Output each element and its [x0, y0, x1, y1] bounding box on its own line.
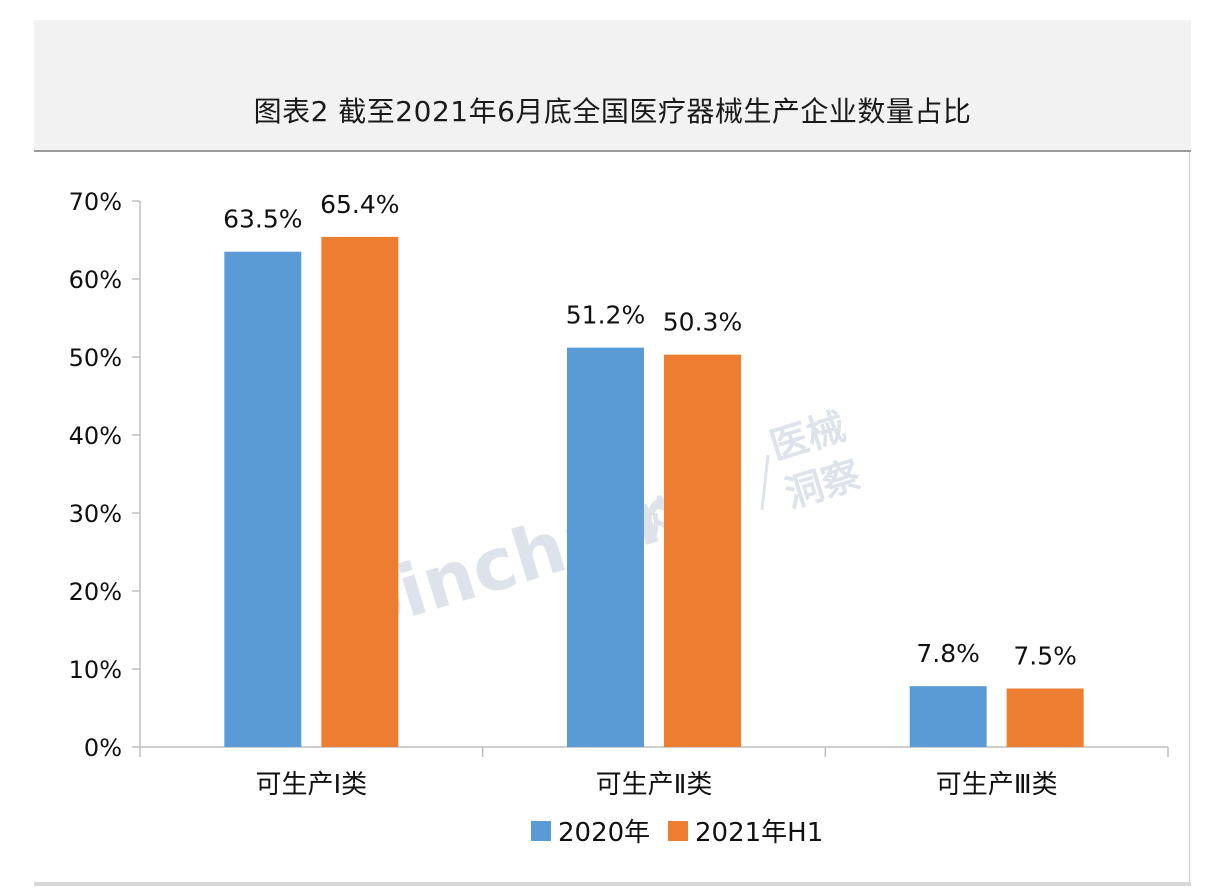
- data-label: 7.8%: [916, 639, 980, 668]
- bar: [567, 347, 644, 747]
- watermark-divider: [760, 454, 770, 511]
- y-tick-label: 0%: [84, 734, 122, 762]
- legend-label: 2020年: [558, 818, 650, 848]
- bar: [664, 354, 741, 747]
- y-tick-label: 30%: [69, 500, 122, 528]
- data-label: 65.4%: [320, 190, 399, 219]
- chart-title: 图表2 截至2021年6月底全国医疗器械生产企业数量占比: [253, 95, 972, 128]
- y-tick-label: 40%: [69, 422, 122, 450]
- legend-swatch: [668, 821, 688, 841]
- bottom-rule: [34, 882, 1191, 886]
- axes: 0% 10% 20% 30% 40% 50% 60% 70% 可生产Ⅰ类 可生产Ⅱ类 可生产Ⅲ类: [69, 188, 1169, 800]
- data-label: 51.2%: [566, 301, 645, 330]
- y-tick-label: 20%: [69, 578, 122, 606]
- bar: [1006, 688, 1084, 747]
- bar: [909, 686, 987, 747]
- data-labels: 63.5% 65.4% 51.2% 50.3% 7.8% 7.5%: [223, 190, 1077, 671]
- plot-frame: [34, 152, 1190, 882]
- y-tick-label: 10%: [69, 656, 122, 684]
- title-band: 图表2 截至2021年6月底全国医疗器械生产企业数量占比: [34, 20, 1191, 152]
- bar: [224, 251, 302, 747]
- y-tick-label: 70%: [69, 188, 122, 216]
- bars: [224, 236, 1084, 747]
- legend: 2020年 2021年H1: [531, 818, 823, 848]
- y-tick-label: 50%: [69, 344, 122, 372]
- data-label: 63.5%: [223, 205, 302, 234]
- bar: [321, 236, 399, 747]
- data-label: 50.3%: [663, 308, 742, 337]
- x-category-label: 可生产Ⅱ类: [596, 770, 713, 800]
- legend-label: 2021年H1: [695, 818, 823, 848]
- y-tick-label: 60%: [69, 266, 122, 294]
- x-category-label: 可生产Ⅰ类: [255, 770, 367, 800]
- x-category-label: 可生产Ⅲ类: [936, 770, 1058, 800]
- legend-swatch: [531, 821, 551, 841]
- data-label: 7.5%: [1013, 642, 1077, 671]
